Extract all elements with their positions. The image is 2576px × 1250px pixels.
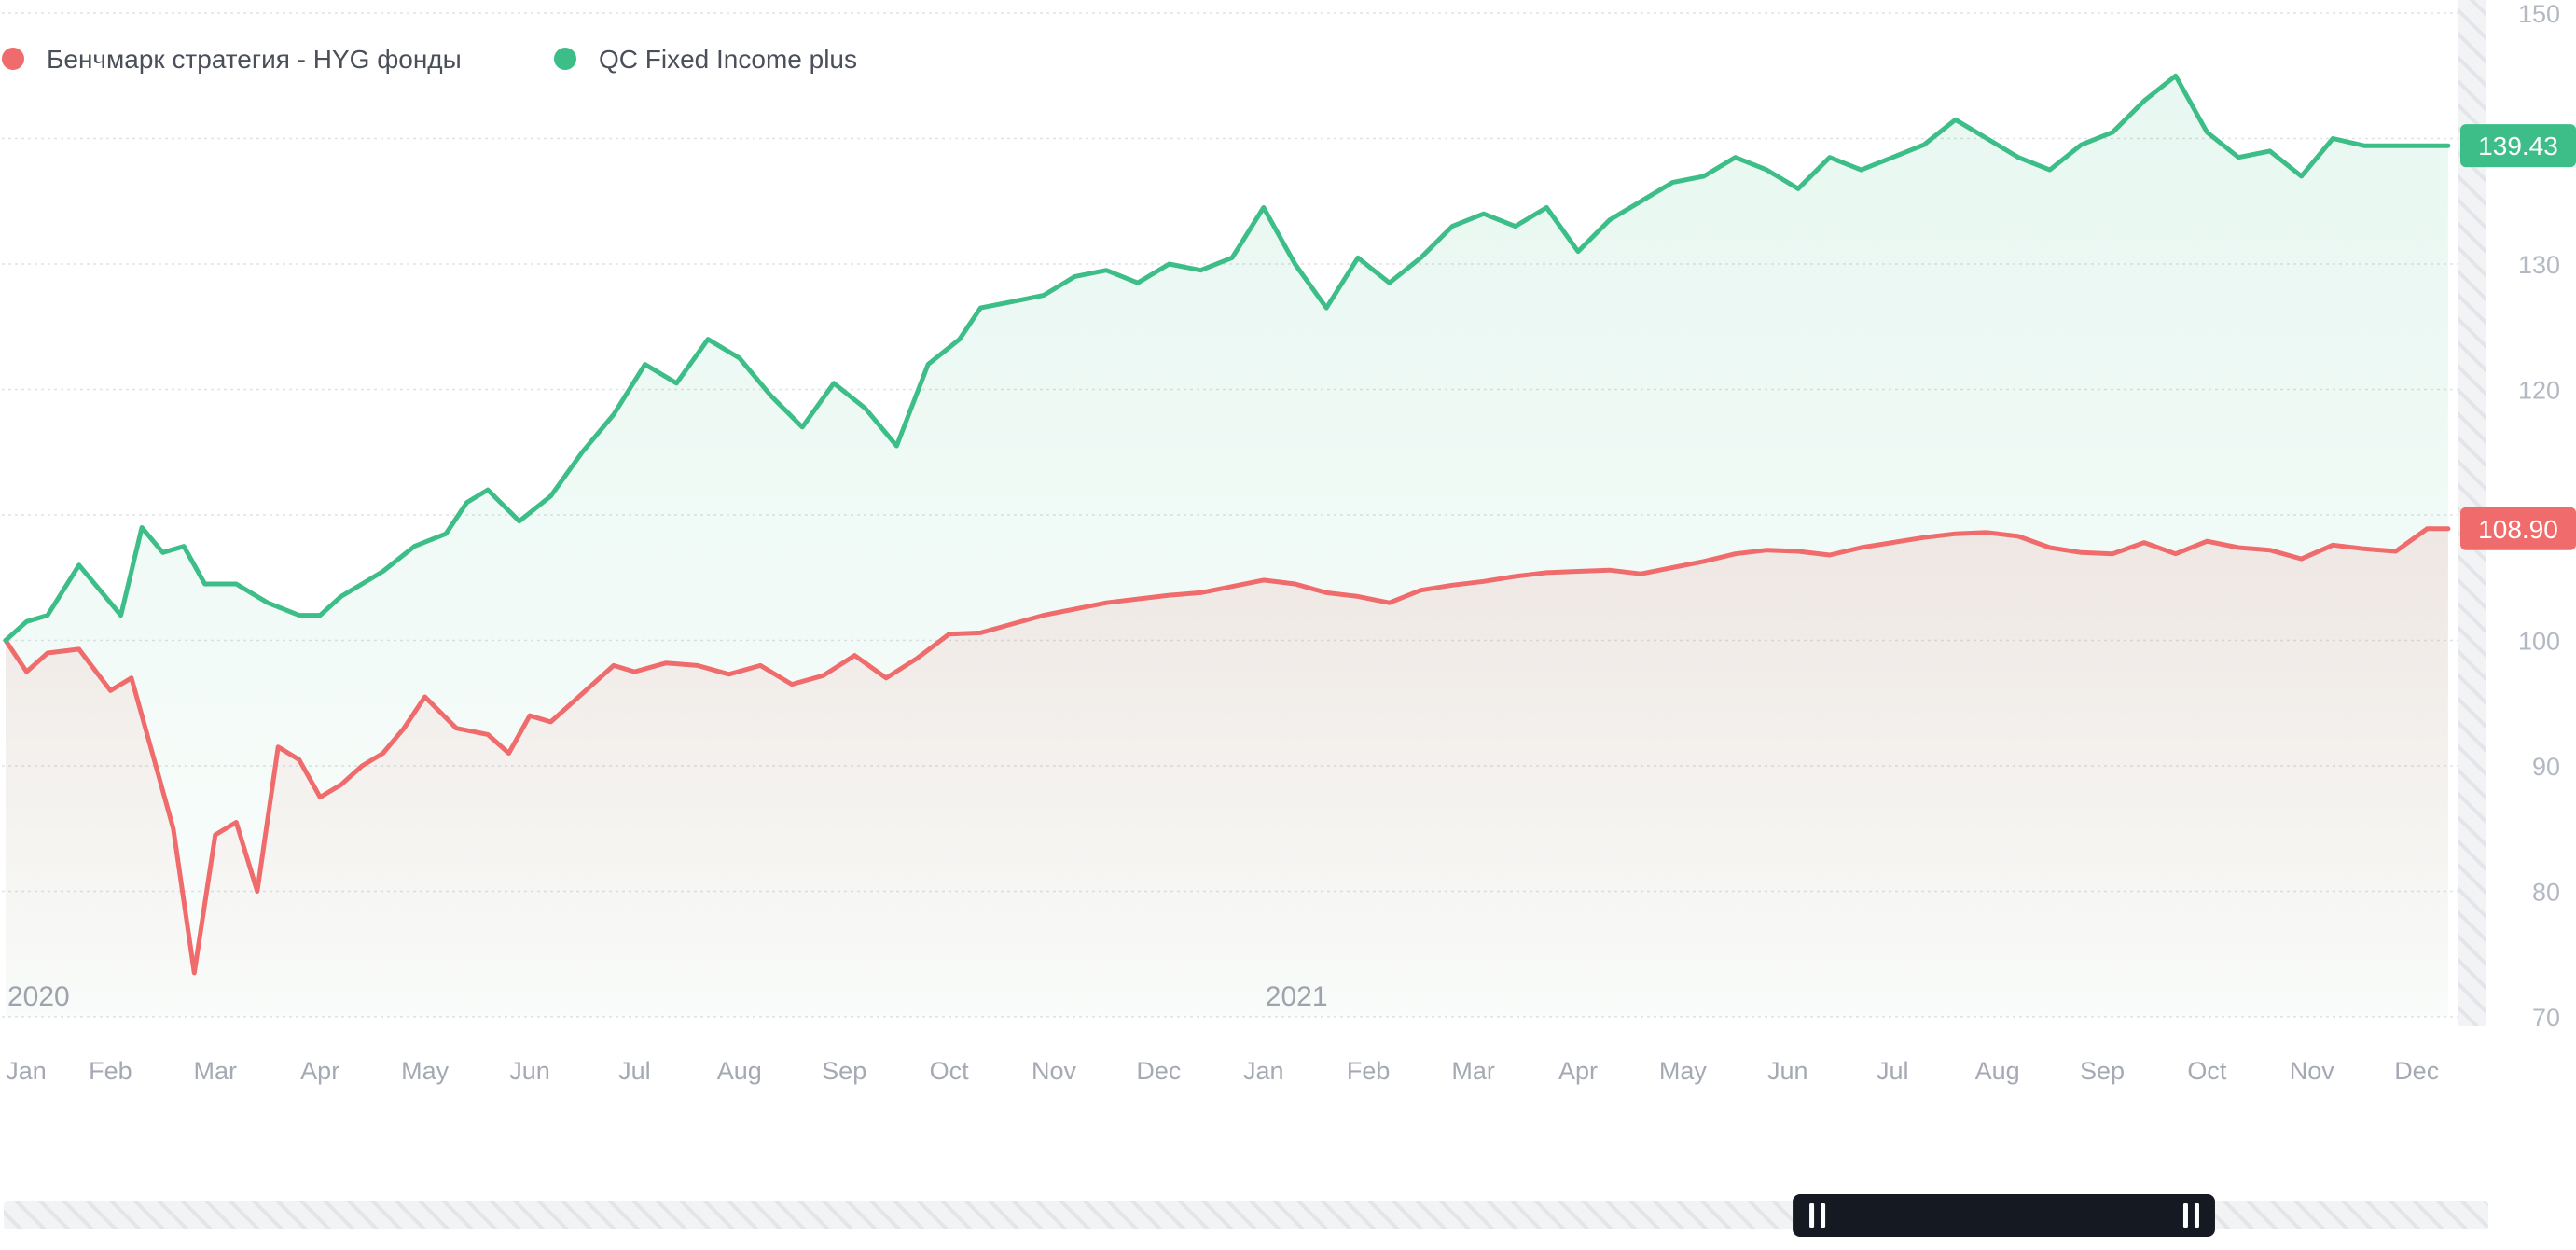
y-tick-label: 80: [2532, 879, 2560, 907]
y-tick-label: 150: [2518, 0, 2560, 28]
x-tick-label: Jan: [1243, 1057, 1284, 1085]
x-tick-label: Feb: [1347, 1057, 1391, 1085]
y-tick-label: 100: [2518, 628, 2560, 656]
x-tick-label: Jul: [1877, 1057, 1909, 1085]
navigator-left-handle[interactable]: [1809, 1203, 1826, 1228]
series-areas: [6, 76, 2448, 1018]
x-tick-label: Oct: [2187, 1057, 2227, 1085]
last-value-badge: [2460, 124, 2576, 168]
x-tick-label: Jun: [509, 1057, 550, 1085]
y-tick-label: 70: [2532, 1004, 2560, 1032]
x-tick-label: Dec: [1136, 1057, 1181, 1085]
x-tick-label: May: [1659, 1057, 1708, 1085]
x-tick-label: Mar: [194, 1057, 238, 1085]
year-labels: 2020 2021: [7, 981, 1328, 1012]
last-value-badges: 108.90 139.43: [2460, 124, 2576, 550]
last-value-badge: [2460, 507, 2576, 550]
legend-marker: [2, 48, 24, 70]
x-tick-label: Sep: [822, 1057, 866, 1085]
x-tick-label: Mar: [1451, 1057, 1495, 1085]
y-tick-label: 120: [2518, 377, 2560, 405]
x-tick-label: Sep: [2080, 1057, 2125, 1085]
y-tick-label: 90: [2532, 753, 2560, 781]
x-tick-label: Dec: [2394, 1057, 2439, 1085]
year-label: 2021: [1266, 981, 1328, 1012]
legend-marker: [554, 48, 576, 70]
x-tick-label: Apr: [1558, 1057, 1598, 1085]
x-tick-label: Jun: [1767, 1057, 1808, 1085]
series-line: [3, 73, 2451, 643]
legend-label[interactable]: Бенчмарк стратегия - HYG фонды: [47, 45, 462, 74]
x-tick-label: Feb: [89, 1057, 132, 1085]
x-tick-label: May: [401, 1057, 450, 1085]
x-tick-label: Jul: [618, 1057, 651, 1085]
last-value-text: 108.90: [2478, 515, 2558, 544]
year-label: 2020: [7, 981, 70, 1012]
x-tick-label: Oct: [930, 1057, 970, 1085]
series-line: [3, 526, 2451, 976]
navigator-window[interactable]: [1793, 1194, 2215, 1237]
x-tick-label: Aug: [1975, 1057, 2020, 1085]
last-value-text: 139.43: [2478, 132, 2558, 160]
x-tick-label: Nov: [2290, 1057, 2335, 1085]
x-axis-ticks: Jan Feb Mar Apr May Jun Jul Aug Sep Oct Nov Dec Jan F…: [6, 1057, 2439, 1085]
x-tick-label: Apr: [300, 1057, 339, 1085]
series-area: [6, 76, 2448, 1018]
navigator-right-handle[interactable]: [2182, 1203, 2199, 1228]
legend-label[interactable]: QC Fixed Income plus: [599, 45, 857, 74]
x-tick-label: Nov: [1032, 1057, 1077, 1085]
y-tick-label: 130: [2518, 251, 2560, 279]
x-tick-label: Jan: [6, 1057, 47, 1085]
series-lines: [3, 73, 2451, 976]
x-tick-label: Aug: [717, 1057, 762, 1085]
range-navigator[interactable]: [4, 1194, 2488, 1237]
legend: Бенчмарк стратегия - HYG фонды QC Fixed I…: [2, 45, 857, 74]
